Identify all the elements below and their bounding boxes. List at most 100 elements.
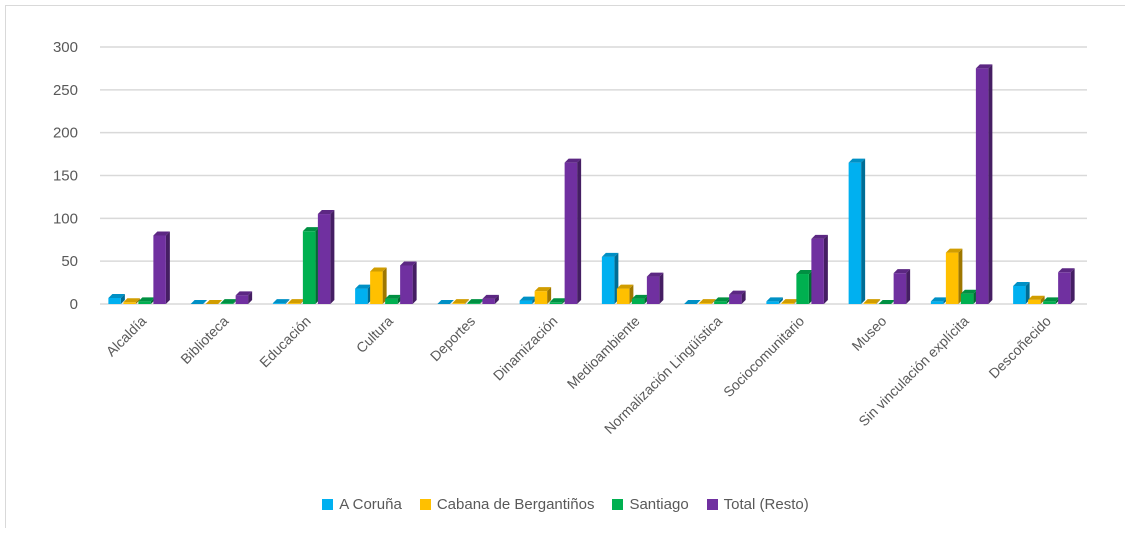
bar-cabana-de-berganti-os-3 bbox=[370, 267, 387, 304]
bar-top bbox=[235, 291, 253, 296]
x-category-label: Dinamización bbox=[490, 313, 561, 384]
bar-front bbox=[796, 274, 809, 304]
bar-front bbox=[385, 298, 398, 304]
bar-front bbox=[370, 271, 383, 304]
y-axis-ticks: 0 50 100 150 200 250 300 bbox=[53, 39, 78, 313]
x-category-label: Alcaldía bbox=[103, 313, 150, 360]
bar-top bbox=[601, 252, 619, 257]
legend-swatch bbox=[419, 499, 431, 510]
bar-top bbox=[848, 158, 866, 163]
y-tick-label: 100 bbox=[53, 210, 78, 227]
bar-total-resto--6 bbox=[646, 272, 664, 304]
bar-side bbox=[248, 291, 253, 304]
bar-side bbox=[577, 158, 582, 304]
bar-total-resto--0 bbox=[153, 231, 170, 304]
bar-side bbox=[1070, 268, 1075, 304]
bar-top bbox=[729, 290, 746, 295]
bar-front bbox=[699, 303, 712, 304]
bar-a-coru-a-6 bbox=[601, 252, 619, 304]
bar-a-coru-a-10 bbox=[930, 297, 948, 304]
bar-top bbox=[631, 294, 649, 299]
bar-front bbox=[452, 303, 465, 304]
bar-front bbox=[601, 256, 615, 304]
bar-top bbox=[714, 297, 731, 302]
legend: A Coruña Cabana de Bergantiños Santiago Tot… bbox=[0, 496, 1131, 513]
bar-front bbox=[519, 300, 533, 304]
bar-front bbox=[355, 288, 368, 304]
bar-front bbox=[1058, 272, 1071, 304]
bar-side bbox=[382, 267, 387, 304]
x-category-label: Sociocomunitario bbox=[720, 313, 807, 400]
bar-top bbox=[1043, 297, 1060, 302]
bar-a-coru-a-8 bbox=[766, 297, 783, 304]
bar-front bbox=[646, 276, 660, 304]
bar-front bbox=[1043, 301, 1056, 304]
bar-top bbox=[190, 300, 208, 304]
bar-cabana-de-berganti-os-1 bbox=[205, 300, 223, 304]
legend-label: Cabana de Bergantiños bbox=[436, 496, 595, 513]
bar-top bbox=[811, 234, 828, 239]
bar-total-resto--11 bbox=[1058, 268, 1075, 304]
y-tick-label: 300 bbox=[53, 39, 78, 56]
bar-santiago-6 bbox=[631, 294, 649, 304]
legend-label: Santiago bbox=[629, 496, 689, 513]
bar-front bbox=[930, 301, 944, 304]
bar-santiago-3 bbox=[385, 294, 402, 304]
bar-total-resto--8 bbox=[811, 234, 828, 304]
bar-front bbox=[631, 298, 645, 304]
bar-top bbox=[400, 261, 417, 266]
y-tick-label: 200 bbox=[53, 125, 78, 142]
bar-santiago-2 bbox=[302, 227, 320, 304]
x-category-label: Educación bbox=[256, 313, 314, 371]
bar-top bbox=[205, 300, 223, 304]
bar-top bbox=[930, 297, 948, 302]
bar-top bbox=[153, 231, 170, 236]
x-category-label: Medioambiente bbox=[564, 313, 643, 392]
bar-side bbox=[823, 234, 828, 304]
x-category-label: Deportes bbox=[427, 313, 478, 364]
y-tick-label: 250 bbox=[53, 82, 78, 99]
x-category-label: Descoñecido bbox=[985, 313, 1054, 382]
bar-side bbox=[958, 248, 963, 304]
bar-front bbox=[272, 303, 286, 304]
bar-santiago-11 bbox=[1043, 297, 1060, 304]
bar-side bbox=[165, 231, 170, 304]
bar-front bbox=[945, 252, 959, 304]
x-category-label: Cultura bbox=[353, 313, 396, 356]
bar-top bbox=[302, 227, 320, 232]
bar-cabana-de-berganti-os-0 bbox=[123, 298, 140, 304]
bar-front bbox=[1013, 286, 1026, 304]
bar-top bbox=[781, 299, 798, 304]
bar-side bbox=[1025, 282, 1030, 304]
bar-front bbox=[467, 303, 480, 304]
bar-top bbox=[564, 158, 582, 163]
bar-front bbox=[781, 303, 794, 304]
bar-top bbox=[1058, 268, 1075, 273]
bar-top bbox=[108, 294, 125, 299]
bar-front bbox=[123, 302, 136, 304]
bar-side bbox=[861, 158, 866, 304]
bar-front bbox=[302, 231, 316, 304]
bar-side bbox=[711, 299, 716, 304]
bar-top bbox=[519, 296, 537, 301]
bar-top bbox=[893, 269, 911, 274]
bar-side bbox=[547, 287, 552, 304]
bar-total-resto--7 bbox=[729, 290, 746, 304]
bar-front bbox=[729, 294, 742, 304]
legend-label: Total (Resto) bbox=[723, 496, 809, 513]
bar-top bbox=[646, 272, 664, 277]
bar-side bbox=[464, 299, 469, 304]
bar-cabana-de-berganti-os-7 bbox=[699, 299, 716, 304]
bar-top bbox=[138, 297, 155, 302]
bar-top bbox=[272, 299, 290, 304]
bar-top bbox=[437, 300, 454, 304]
bar-top bbox=[960, 289, 978, 294]
bar-side bbox=[285, 299, 290, 304]
bar-top bbox=[467, 299, 484, 304]
bar-front bbox=[220, 303, 234, 304]
bar-top bbox=[1028, 295, 1045, 300]
bar-top bbox=[699, 299, 716, 304]
bar-santiago-5 bbox=[549, 298, 567, 304]
bar-chart: 0 50 100 150 200 250 300 Alcaldía Biblioteca Edu… bbox=[53, 39, 1087, 437]
bar-front bbox=[960, 293, 974, 304]
